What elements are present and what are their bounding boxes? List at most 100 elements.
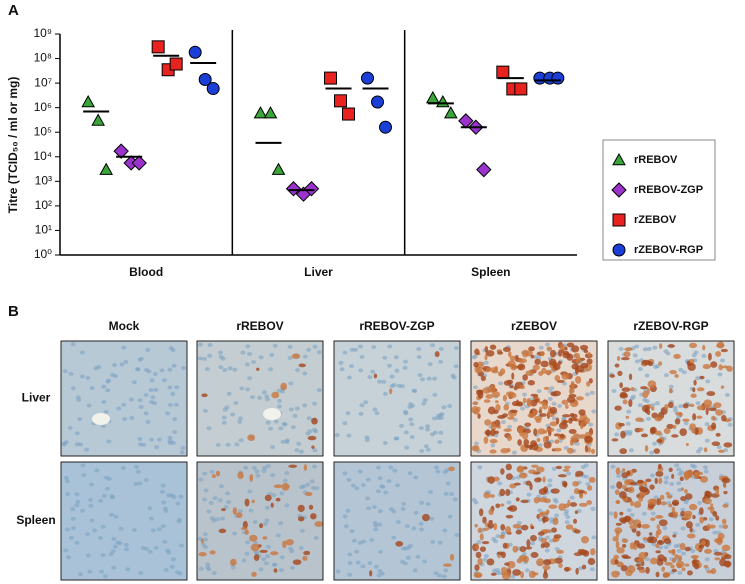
- stain: [615, 522, 622, 526]
- stain: [567, 447, 574, 454]
- stain: [500, 468, 505, 475]
- stain: [236, 512, 243, 519]
- stain: [723, 490, 728, 495]
- nucleus: [430, 343, 436, 348]
- nucleus: [425, 502, 431, 507]
- nucleus: [143, 477, 149, 482]
- nucleus: [202, 532, 208, 537]
- stain: [496, 551, 504, 555]
- nucleus: [110, 549, 116, 554]
- stain: [696, 387, 705, 392]
- nucleus: [145, 347, 151, 352]
- stain: [542, 564, 551, 571]
- stain: [497, 415, 506, 419]
- stain: [653, 448, 661, 454]
- vessel: [92, 413, 110, 425]
- nucleus: [177, 517, 183, 522]
- nucleus: [447, 514, 453, 519]
- stain: [679, 542, 686, 551]
- stain: [531, 464, 539, 468]
- stain: [562, 419, 569, 424]
- stain: [672, 424, 677, 430]
- stain: [540, 537, 547, 544]
- nucleus: [97, 536, 103, 541]
- nucleus: [358, 368, 364, 373]
- stain: [643, 480, 648, 487]
- stain: [509, 355, 516, 362]
- stain: [641, 359, 651, 366]
- stain: [668, 549, 673, 554]
- stain: [569, 438, 574, 446]
- stain: [275, 497, 281, 502]
- stain: [663, 427, 671, 435]
- stain: [569, 417, 578, 422]
- nucleus: [149, 437, 155, 442]
- nucleus: [443, 568, 449, 573]
- nucleus: [257, 395, 263, 400]
- stain: [715, 515, 720, 521]
- nucleus: [279, 555, 285, 560]
- nucleus: [533, 355, 539, 360]
- nucleus: [649, 473, 655, 478]
- stain: [502, 394, 508, 402]
- stain: [574, 510, 578, 515]
- stain: [674, 554, 679, 559]
- stain: [522, 374, 528, 381]
- stain: [304, 491, 313, 497]
- stain: [557, 474, 567, 478]
- stain: [484, 419, 492, 426]
- tile-border: [196, 461, 324, 581]
- stain: [688, 503, 698, 511]
- stain: [561, 414, 571, 418]
- stain: [718, 449, 725, 453]
- nucleus: [150, 528, 156, 533]
- stain: [562, 468, 570, 472]
- stain: [504, 562, 510, 566]
- nucleus: [129, 416, 135, 421]
- stain: [639, 486, 649, 493]
- nucleus: [217, 498, 223, 503]
- nucleus: [387, 344, 393, 349]
- nucleus: [265, 554, 271, 559]
- nucleus: [273, 419, 279, 424]
- nucleus: [339, 367, 345, 372]
- stain: [576, 396, 584, 401]
- stain: [487, 406, 496, 415]
- nucleus: [81, 472, 87, 477]
- stain: [230, 558, 237, 566]
- stain: [505, 488, 511, 496]
- tile-border: [607, 461, 735, 581]
- stain: [614, 489, 620, 496]
- panel-label: A: [8, 2, 19, 19]
- stain: [505, 526, 512, 534]
- stain: [273, 484, 283, 489]
- stain: [473, 408, 480, 415]
- nucleus: [399, 423, 405, 428]
- marker: [253, 106, 268, 119]
- nucleus: [70, 342, 76, 347]
- nucleus: [395, 519, 401, 524]
- nucleus: [346, 477, 352, 482]
- nucleus: [218, 365, 224, 370]
- tile: [61, 462, 187, 580]
- nucleus: [374, 411, 380, 416]
- nucleus: [507, 424, 513, 429]
- nucleus: [167, 402, 173, 407]
- nucleus: [175, 501, 181, 506]
- nucleus: [163, 508, 169, 513]
- stain: [723, 481, 727, 489]
- nucleus: [206, 426, 212, 431]
- nucleus: [138, 570, 144, 575]
- stain: [622, 399, 628, 405]
- stain: [580, 536, 589, 544]
- stain: [539, 511, 549, 516]
- nucleus: [85, 532, 91, 537]
- stain: [553, 557, 563, 564]
- stain: [711, 422, 717, 430]
- nucleus: [367, 561, 373, 566]
- stain: [501, 572, 511, 580]
- stain: [527, 413, 536, 418]
- stain: [626, 471, 631, 476]
- stain: [539, 413, 547, 417]
- stain: [198, 552, 207, 557]
